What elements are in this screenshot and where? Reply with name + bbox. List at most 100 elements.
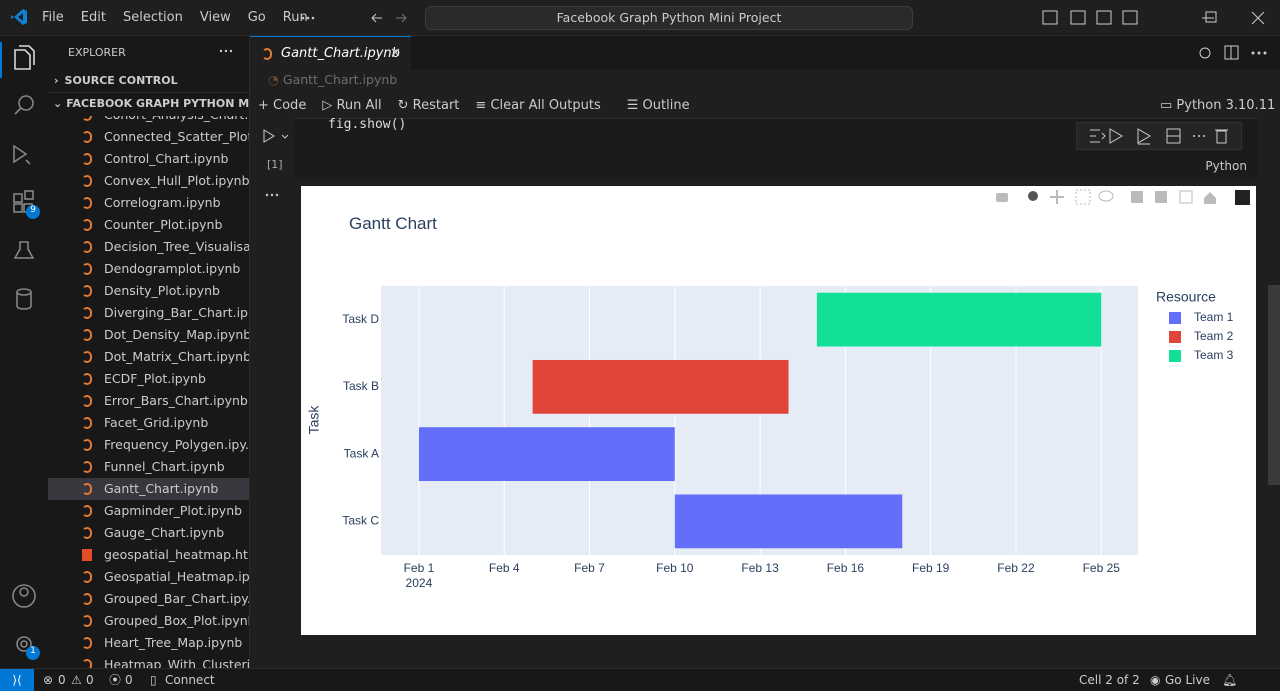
file-item[interactable]: ECDF_Plot.ipynb [48,368,249,390]
x-tick-label: Feb 7 [574,561,605,575]
menu-item[interactable]: Edit [80,10,106,25]
run-cell-button[interactable] [260,126,290,146]
file-name: Facet_Grid.ipynb [104,415,209,430]
file-item[interactable]: Density_Plot.ipynb [48,280,249,302]
file-item[interactable]: Connected_Scatter_Plot... [48,126,249,148]
file-name: Gapminder_Plot.ipynb [104,503,243,518]
modebar[interactable] [996,189,1250,205]
file-item[interactable]: Dot_Density_Map.ipynb [48,324,249,346]
legend-label: Team 1 [1194,310,1234,324]
file-item[interactable]: Heart_Tree_Map.ipynb [48,632,249,654]
file-list: Cohort_Analysis_Chart.i... Connected_Scat… [48,116,249,668]
toolbar-label: Outline [642,98,690,113]
nav-arrows[interactable] [370,10,410,26]
more-icon[interactable] [300,10,316,26]
search-text: Facebook Graph Python Mini Project [556,10,782,25]
go-live[interactable]: Go Live [1165,673,1210,687]
menu-bar: File Edit Selection View Go Run [42,0,325,35]
file-name: Dot_Density_Map.ipynb [104,327,249,342]
menu-item[interactable]: Go [247,10,266,25]
toolbar-button[interactable]: ↻ Restart [397,98,460,113]
error-count[interactable]: 0 [58,673,66,687]
kernel-picker[interactable]: ▭ Python 3.10.11 [1160,98,1276,113]
file-name: Error_Bars_Chart.ipynb [104,393,248,408]
file-item[interactable]: Decision_Tree_Visualisa... [48,236,249,258]
file-item[interactable]: Error_Bars_Chart.ipynb [48,390,249,412]
toolbar-label: Code [273,98,307,113]
x-tick-label: Feb 4 [489,561,520,575]
toolbar-button[interactable]: + Code [258,98,307,113]
file-item[interactable]: Correlogram.ipynb [48,192,249,214]
file-item[interactable]: Cohort_Analysis_Chart.i... [48,116,249,126]
cell-toolbar[interactable] [1076,122,1242,150]
file-item[interactable]: Dot_Matrix_Chart.ipynb [48,346,249,368]
toolbar-button[interactable]: ☰ Outline [626,98,690,113]
file-item[interactable]: Heatmap_With_Clusteri... [48,654,249,668]
x-tick-label: Feb 13 [741,561,779,575]
file-item[interactable]: Counter_Plot.ipynb [48,214,249,236]
toolbar-label: Restart [412,98,460,113]
file-item[interactable]: Grouped_Bar_Chart.ipy... [48,588,249,610]
legend-label: Team 2 [1194,329,1234,343]
warning-count[interactable]: 0 [86,673,94,687]
command-center[interactable]: Facebook Graph Python Mini Project [425,6,913,30]
file-name: Geospatial_Heatmap.ip... [104,569,249,584]
file-name: Cohort_Analysis_Chart.i... [104,116,249,126]
toolbar-button[interactable]: ▷ Run All [322,98,382,113]
x-tick-label: Feb 16 [827,561,865,575]
ports-count[interactable]: 0 [125,673,133,687]
file-item[interactable]: Funnel_Chart.ipynb [48,456,249,478]
editor-actions[interactable] [1195,44,1275,62]
legend-swatch [1169,312,1181,324]
scrollbar [1268,285,1280,485]
menu-item[interactable]: Selection [122,10,183,25]
activity-icons[interactable] [0,36,48,668]
file-item[interactable]: Gapminder_Plot.ipynb [48,500,249,522]
file-item[interactable]: geospatial_heatmap.html [48,544,249,566]
file-item[interactable]: Control_Chart.ipynb [48,148,249,170]
file-name: Gantt_Chart.ipynb [104,481,219,496]
x-tick-label: Feb 22 [997,561,1035,575]
tab[interactable]: Gantt_Chart.ipynb ✕ [250,36,411,71]
file-name: Diverging_Bar_Chart.ip... [104,305,249,320]
cell-status[interactable]: Cell 2 of 2 [1079,673,1140,687]
menu-item[interactable]: File [42,10,64,25]
code-line: fig.show() [328,117,407,132]
file-item[interactable]: Frequency_Polygen.ipy... [48,434,249,456]
file-item[interactable]: Facet_Grid.ipynb [48,412,249,434]
menu-item[interactable]: Run [282,10,308,25]
window-controls[interactable] [1042,9,1272,27]
section-title: FACEBOOK GRAPH PYTHON MI... [66,97,250,110]
file-item[interactable]: Dendogramplot.ipynb [48,258,249,280]
file-name: Counter_Plot.ipynb [104,217,223,232]
cell-language[interactable]: Python [1205,159,1247,173]
file-name: Heart_Tree_Map.ipynb [104,635,243,650]
remote-button[interactable]: ⟩⟨ [0,669,34,691]
file-name: Heatmap_With_Clusteri... [104,657,249,668]
legend-label: Team 3 [1194,348,1234,362]
file-item[interactable]: Gauge_Chart.ipynb [48,522,249,544]
notebook-toolbar: + Code ▷ Run All ↻ Restart ≡ Clear All Outp… [258,96,706,116]
x-tick-label: Feb 10 [656,561,694,575]
section-header[interactable]: ⌄ FACEBOOK GRAPH PYTHON MI... [48,92,249,115]
connect[interactable]: Connect [165,673,215,687]
y-axis-title: Task [306,405,322,435]
file-item[interactable]: Diverging_Bar_Chart.ip... [48,302,249,324]
file-item[interactable]: Grouped_Box_Plot.ipynb [48,610,249,632]
toolbar-button[interactable]: ≡ Clear All Outputs [475,98,601,113]
y-tick-label: Task D [342,312,379,326]
file-name: Grouped_Bar_Chart.ipy... [104,591,249,606]
output-more[interactable] [264,190,280,200]
menu-item[interactable]: View [199,10,231,25]
file-item[interactable]: Geospatial_Heatmap.ip... [48,566,249,588]
file-item[interactable]: Gantt_Chart.ipynb [48,478,249,500]
file-name: geospatial_heatmap.html [104,547,249,562]
section-header[interactable]: › SOURCE CONTROL [54,74,178,87]
sidebar-title: EXPLORER [68,46,126,59]
y-tick-label: Task C [342,514,379,528]
file-item[interactable]: Convex_Hull_Plot.ipynb [48,170,249,192]
sidebar: EXPLORER › SOURCE CONTROL ⌄ FACEBOOK GRAPH… [48,36,250,668]
more-icon[interactable] [218,46,234,56]
breadcrumb-label: Gantt_Chart.ipynb [282,72,398,87]
kernel-label: Python 3.10.11 [1176,98,1276,113]
